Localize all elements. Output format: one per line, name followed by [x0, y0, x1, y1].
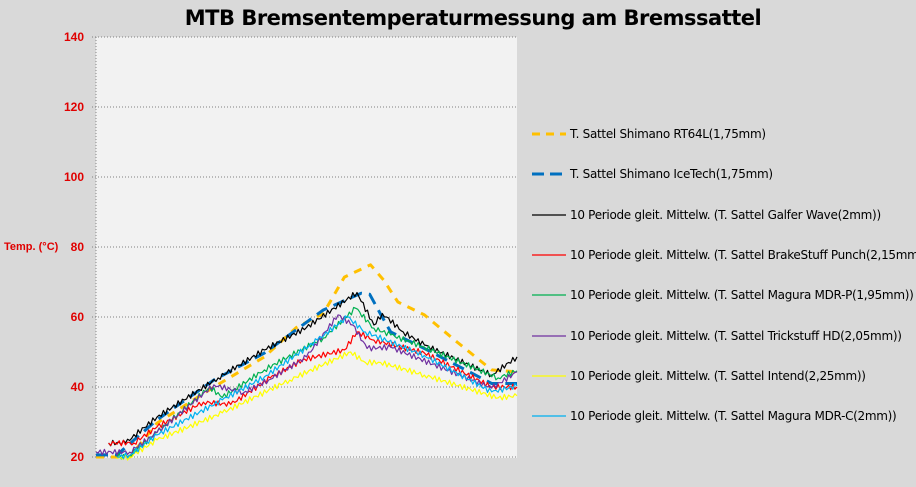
series-line-7 [116, 315, 518, 460]
legend-item: T. Sattel Shimano IceTech(1,75mm) [532, 154, 916, 194]
legend-label: T. Sattel Shimano RT64L(1,75mm) [570, 127, 766, 142]
legend-item: T. Sattel Shimano RT64L(1,75mm) [532, 114, 916, 154]
legend-item: 10 Periode gleit. Mittelw. (T. Sattel In… [532, 356, 916, 396]
legend-label: 10 Periode gleit. Mittelw. (T. Sattel In… [570, 368, 866, 383]
series-line-6 [116, 351, 518, 461]
legend-swatch-icon [532, 214, 566, 216]
legend-swatch-icon [532, 375, 566, 377]
legend-item: 10 Periode gleit. Mittelw. (T. Sattel Tr… [532, 315, 916, 355]
y-tick-label: 100 [64, 170, 84, 184]
series-line-1 [96, 291, 517, 457]
legend: T. Sattel Shimano RT64L(1,75mm) T. Sattel… [532, 114, 916, 436]
y-tick-label: 60 [71, 310, 85, 324]
legend-swatch-icon [532, 254, 566, 256]
legend-item: 10 Periode gleit. Mittelw. (T. Sattel Ma… [532, 275, 916, 315]
chart-title: MTB Bremsentemperaturmessung am Bremssat… [184, 6, 762, 30]
legend-swatch-icon [532, 294, 566, 296]
legend-label: 10 Periode gleit. Mittelw. (T. Sattel Ga… [570, 207, 881, 222]
y-tick-label: 80 [71, 240, 85, 254]
y-tick-label: 140 [64, 30, 84, 44]
legend-swatch-icon [532, 335, 566, 337]
legend-label: 10 Periode gleit. Mittelw. (T. Sattel Br… [570, 248, 916, 263]
legend-swatch-icon [532, 172, 566, 176]
legend-item: 10 Periode gleit. Mittelw. (T. Sattel Ga… [532, 195, 916, 235]
y-tick-label: 40 [71, 380, 85, 394]
y-tick-label: 120 [64, 100, 84, 114]
legend-label: 10 Periode gleit. Mittelw. (T. Sattel Ma… [570, 288, 914, 303]
legend-label: 10 Periode gleit. Mittelw. (T. Sattel Ma… [570, 409, 897, 424]
y-tick-label: 20 [71, 450, 85, 464]
legend-item: 10 Periode gleit. Mittelw. (T. Sattel Br… [532, 235, 916, 275]
legend-label: T. Sattel Shimano IceTech(1,75mm) [570, 167, 773, 182]
legend-item: 10 Periode gleit. Mittelw. (T. Sattel Ma… [532, 396, 916, 436]
legend-label: 10 Periode gleit. Mittelw. (T. Sattel Tr… [570, 328, 902, 343]
y-axis-label: Temp. (°C) [4, 241, 59, 253]
plot-area [96, 37, 517, 458]
legend-swatch-icon [532, 132, 566, 136]
series-line-0 [96, 263, 518, 459]
legend-swatch-icon [532, 415, 566, 417]
